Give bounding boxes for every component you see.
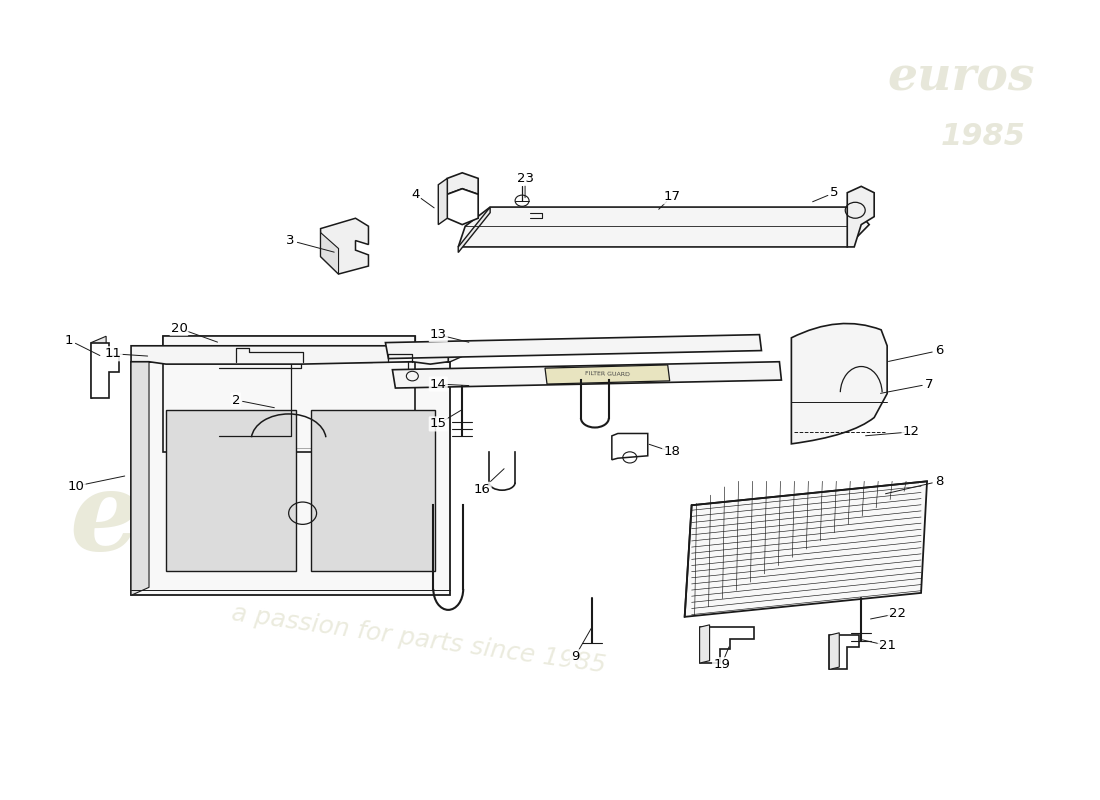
Text: 14: 14: [430, 378, 447, 390]
Text: 16: 16: [474, 482, 491, 496]
Polygon shape: [829, 633, 839, 670]
Text: 12: 12: [903, 426, 920, 438]
Polygon shape: [385, 334, 761, 358]
Polygon shape: [829, 635, 859, 670]
Polygon shape: [131, 354, 149, 595]
Polygon shape: [700, 625, 710, 663]
Text: 9: 9: [571, 650, 579, 663]
Polygon shape: [612, 434, 648, 460]
Polygon shape: [320, 233, 339, 274]
Polygon shape: [163, 336, 416, 452]
Text: 11: 11: [104, 347, 122, 360]
Text: 1: 1: [65, 334, 74, 346]
Text: 5: 5: [830, 186, 838, 199]
Text: 2: 2: [231, 394, 240, 406]
Text: 10: 10: [68, 479, 85, 493]
Polygon shape: [310, 410, 436, 571]
Text: a passion for parts since 1985: a passion for parts since 1985: [230, 601, 607, 678]
Polygon shape: [459, 207, 869, 247]
Polygon shape: [448, 189, 478, 225]
Text: euros: euros: [69, 466, 416, 574]
Text: 6: 6: [935, 344, 943, 357]
Polygon shape: [438, 178, 448, 225]
Text: 13: 13: [430, 328, 447, 341]
Polygon shape: [320, 218, 368, 274]
Text: 19: 19: [713, 658, 730, 671]
Text: 18: 18: [663, 446, 680, 458]
Polygon shape: [91, 342, 119, 398]
Polygon shape: [163, 336, 416, 368]
Text: 22: 22: [889, 607, 905, 620]
Polygon shape: [131, 346, 449, 364]
Polygon shape: [131, 362, 450, 595]
Polygon shape: [459, 207, 491, 253]
Text: 17: 17: [663, 190, 680, 203]
Polygon shape: [131, 354, 469, 362]
Polygon shape: [700, 627, 755, 663]
Text: 8: 8: [935, 475, 943, 488]
Polygon shape: [847, 186, 874, 247]
Polygon shape: [393, 362, 781, 388]
Polygon shape: [91, 336, 106, 398]
Text: FILTER GUARD: FILTER GUARD: [585, 371, 630, 378]
Polygon shape: [544, 365, 670, 384]
Text: 21: 21: [879, 639, 895, 652]
Text: euros: euros: [888, 54, 1035, 100]
Text: 7: 7: [925, 378, 933, 390]
Text: 1985: 1985: [940, 122, 1026, 151]
Text: 3: 3: [286, 234, 295, 247]
Polygon shape: [448, 173, 478, 194]
Polygon shape: [166, 410, 296, 571]
Text: 20: 20: [170, 322, 187, 334]
PathPatch shape: [791, 323, 887, 444]
Text: 4: 4: [411, 188, 419, 201]
Text: 23: 23: [517, 172, 534, 185]
Text: 15: 15: [430, 418, 447, 430]
Polygon shape: [684, 482, 927, 617]
